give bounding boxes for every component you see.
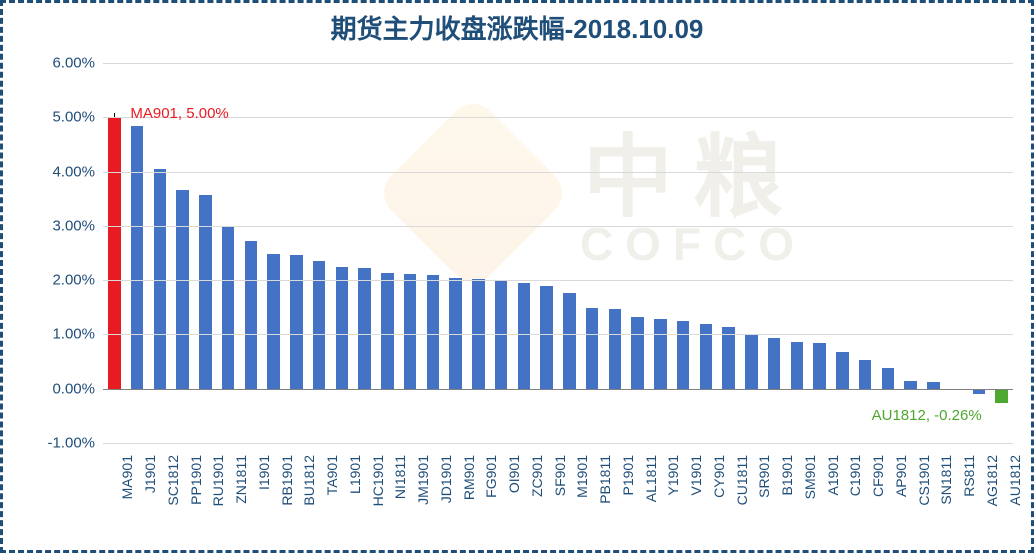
x-tick-label: RB1901: [279, 455, 295, 535]
y-tick-label: 2.00%: [29, 272, 95, 289]
x-tick-label: SF901: [552, 455, 568, 535]
annotation-leader-first: [114, 113, 115, 117]
x-tick-label: SN1811: [938, 455, 954, 535]
x-tick-label: OI901: [506, 455, 522, 535]
bar: [540, 286, 553, 389]
bar: [336, 267, 349, 389]
bar: [563, 293, 576, 389]
bar: [154, 169, 167, 389]
bar: [609, 309, 622, 388]
bar: [358, 268, 371, 389]
x-tick-label: Y1901: [665, 455, 681, 535]
x-tick-label: BU1812: [301, 455, 317, 535]
x-tick-label: CU1811: [734, 455, 750, 535]
x-tick-label: I1901: [256, 455, 272, 535]
chart-frame: 期货主力收盘涨跌幅-2018.10.09 中粮 COFCO -1.00%0.00…: [0, 0, 1034, 553]
bar: [108, 117, 121, 388]
bar: [427, 275, 440, 389]
x-tick-label: SC1812: [165, 455, 181, 535]
y-tick-label: 0.00%: [29, 380, 95, 397]
bars-layer: [103, 63, 1013, 443]
x-tick-label: RS811: [961, 455, 977, 535]
bar: [904, 381, 917, 389]
bar: [518, 283, 531, 388]
bar: [404, 274, 417, 389]
bar: [813, 343, 826, 389]
x-tick-label: JD1901: [438, 455, 454, 535]
bar: [836, 352, 849, 389]
x-tick-label: M1901: [574, 455, 590, 535]
chart-title: 期货主力收盘涨跌幅-2018.10.09: [3, 3, 1031, 46]
gridline: [103, 280, 1013, 281]
x-tick-label: SR901: [756, 455, 772, 535]
x-tick-label: MA901: [119, 455, 135, 535]
gridline: [103, 117, 1013, 118]
bar: [222, 227, 235, 389]
gridline: [103, 443, 1013, 444]
annotation-first: MA901, 5.00%: [130, 105, 228, 122]
bar: [586, 308, 599, 388]
x-tick-label: J1901: [142, 455, 158, 535]
gridline: [103, 172, 1013, 173]
x-tick-label: ZC901: [529, 455, 545, 535]
bar: [245, 241, 258, 389]
x-tick-label: HC1901: [370, 455, 386, 535]
gridline: [103, 226, 1013, 227]
bar: [131, 126, 144, 389]
x-tick-label: AG1812: [984, 455, 1000, 535]
x-tick-label: B1901: [779, 455, 795, 535]
x-tick-label: CS1901: [916, 455, 932, 535]
gridline: [103, 63, 1013, 64]
bar: [927, 382, 940, 389]
x-tick-label: RU1901: [210, 455, 226, 535]
bar: [654, 319, 667, 388]
y-tick-label: 4.00%: [29, 163, 95, 180]
bar: [677, 321, 690, 388]
x-tick-label: P1901: [620, 455, 636, 535]
x-tick-label: SM901: [802, 455, 818, 535]
bar: [722, 327, 735, 389]
bar: [768, 338, 781, 389]
x-tick-label: JM1901: [415, 455, 431, 535]
bar: [267, 254, 280, 389]
x-tick-label: FG901: [483, 455, 499, 535]
x-tick-label: CF901: [870, 455, 886, 535]
x-tick-label: L1901: [347, 455, 363, 535]
bar: [859, 360, 872, 388]
x-tick-label: C1901: [847, 455, 863, 535]
plot-area: -1.00%0.00%1.00%2.00%3.00%4.00%5.00%6.00…: [103, 63, 1013, 443]
y-tick-label: 5.00%: [29, 109, 95, 126]
bar: [290, 255, 303, 389]
x-tick-label: PP1901: [188, 455, 204, 535]
y-tick-label: 6.00%: [29, 55, 95, 72]
bar: [381, 273, 394, 389]
x-tick-label: TA901: [324, 455, 340, 535]
bar: [199, 195, 212, 389]
x-tick-label: AU1812: [1007, 455, 1023, 535]
bar: [791, 342, 804, 389]
y-tick-label: 3.00%: [29, 217, 95, 234]
x-tick-label: ZN1811: [233, 455, 249, 535]
x-tick-label: AL1811: [643, 455, 659, 535]
bar: [745, 334, 758, 388]
y-tick-label: -1.00%: [29, 435, 95, 452]
bar: [631, 317, 644, 389]
bar: [882, 368, 895, 389]
y-tick-label: 1.00%: [29, 326, 95, 343]
bar: [995, 389, 1008, 403]
x-tick-label: A1901: [825, 455, 841, 535]
gridline: [103, 389, 1013, 390]
annotation-last: AU1812, -0.26%: [872, 407, 982, 424]
x-tick-label: CY901: [711, 455, 727, 535]
bar: [449, 278, 462, 389]
bar: [700, 324, 713, 389]
x-tick-label: NI1811: [392, 455, 408, 535]
x-tick-label: PB1811: [597, 455, 613, 535]
x-tick-label: RM901: [461, 455, 477, 535]
x-tick-label: V1901: [688, 455, 704, 535]
bar: [176, 190, 189, 389]
x-tick-label: AP901: [893, 455, 909, 535]
gridline: [103, 334, 1013, 335]
x-axis-labels: MA901 J1901 SC1812 PP1901 RU1901 ZN1811 I1901 R…: [103, 449, 1013, 549]
